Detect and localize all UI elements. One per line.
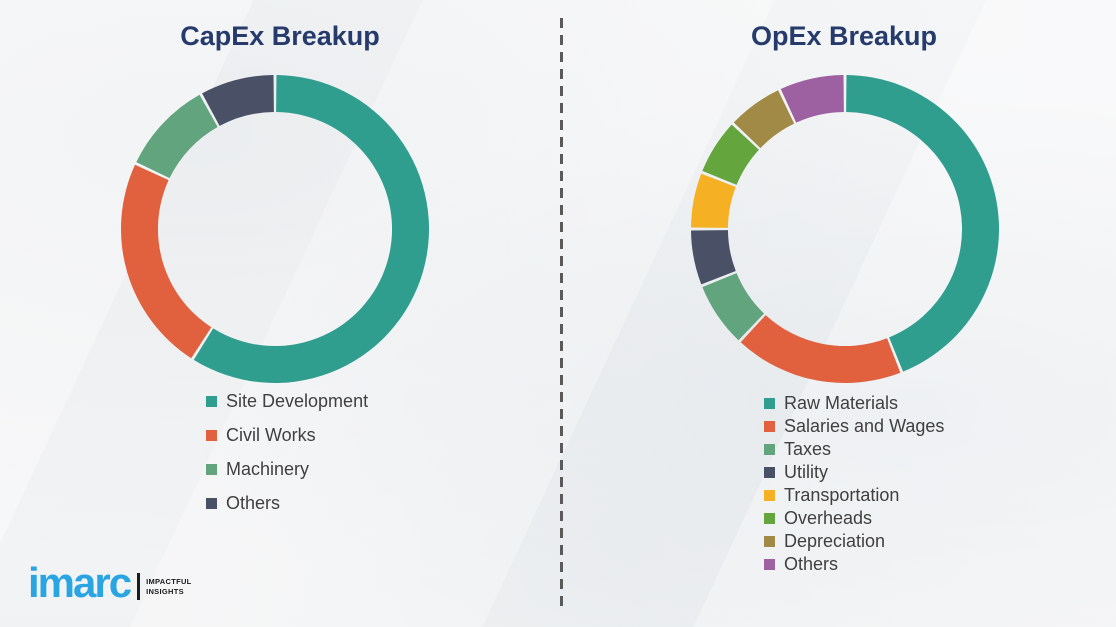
legend-label: Taxes [784,439,832,459]
legend-item: Others [764,553,944,576]
donut-segment-others [780,75,844,123]
legend-item: Taxes [764,438,944,461]
opex-chart-title: OpEx Breakup [750,21,938,51]
imarc-tagline-line1: IMPACTFUL [146,577,192,586]
opex-legend: Raw Materials Salaries and Wages Taxes Util… [764,392,944,576]
donut-segment-site-development [193,75,429,384]
opex-donut-chart [691,75,999,383]
legend-item: Utility [764,461,944,484]
legend-label: Utility [784,462,828,482]
legend-label: Others [226,492,281,513]
donut-segment-salaries-and-wages [740,315,901,383]
legend-label: Salaries and Wages [784,416,945,436]
capex-legend: Site Development Civil Works Machinery Othe… [206,390,368,526]
legend-label: Civil Works [226,424,316,445]
legend-swatch [206,463,217,475]
legend-swatch [206,395,217,407]
donut-segment-civil-works [120,164,212,359]
imarc-logo-separator-bar [137,572,141,600]
legend-swatch [764,536,775,547]
legend-swatch [764,513,775,524]
donut-segment-overheads [702,124,759,185]
legend-item: Depreciation [764,530,944,553]
legend-label: Others [784,554,839,574]
vertical-dashed-divider [560,18,563,606]
legend-swatch [764,467,775,478]
legend-item: Transportation [764,484,944,507]
donut-segment-taxes [702,273,765,341]
legend-label: Depreciation [784,531,886,551]
legend-swatch [764,398,775,409]
legend-swatch [206,497,217,509]
legend-item: Civil Works [206,424,368,446]
legend-swatch [764,421,775,432]
legend-swatch [764,444,775,455]
legend-label: Site Development [226,390,369,411]
legend-item: Raw Materials [764,392,944,415]
legend-item: Salaries and Wages [764,415,944,438]
imarc-logo: imarc IMPACTFUL INSIGHTS [28,560,192,606]
legend-item: Others [206,492,368,514]
donut-segment-machinery [136,94,218,179]
legend-swatch [764,490,775,501]
donut-segment-utility [691,230,736,285]
donut-segment-raw-materials [846,75,999,372]
legend-label: Raw Materials [784,393,899,413]
donut-segment-transportation [691,173,736,228]
donut-segment-others [202,75,274,126]
imarc-tagline-line2: INSIGHTS [146,586,184,596]
legend-swatch [764,559,775,570]
capex-donut-chart [120,75,429,384]
legend-label: Machinery [226,458,310,479]
donut-segment-depreciation [733,90,795,149]
legend-label: Transportation [784,485,900,505]
legend-item: Machinery [206,458,368,480]
legend-swatch [206,429,217,441]
imarc-logo-tagline: IMPACTFUL INSIGHTS [146,577,191,596]
legend-label: Overheads [784,508,873,528]
capex-chart-title: CapEx Breakup [180,21,380,51]
legend-item: Overheads [764,507,944,530]
imarc-logo-wordmark: imarc [28,559,132,606]
legend-item: Site Development [206,390,368,412]
